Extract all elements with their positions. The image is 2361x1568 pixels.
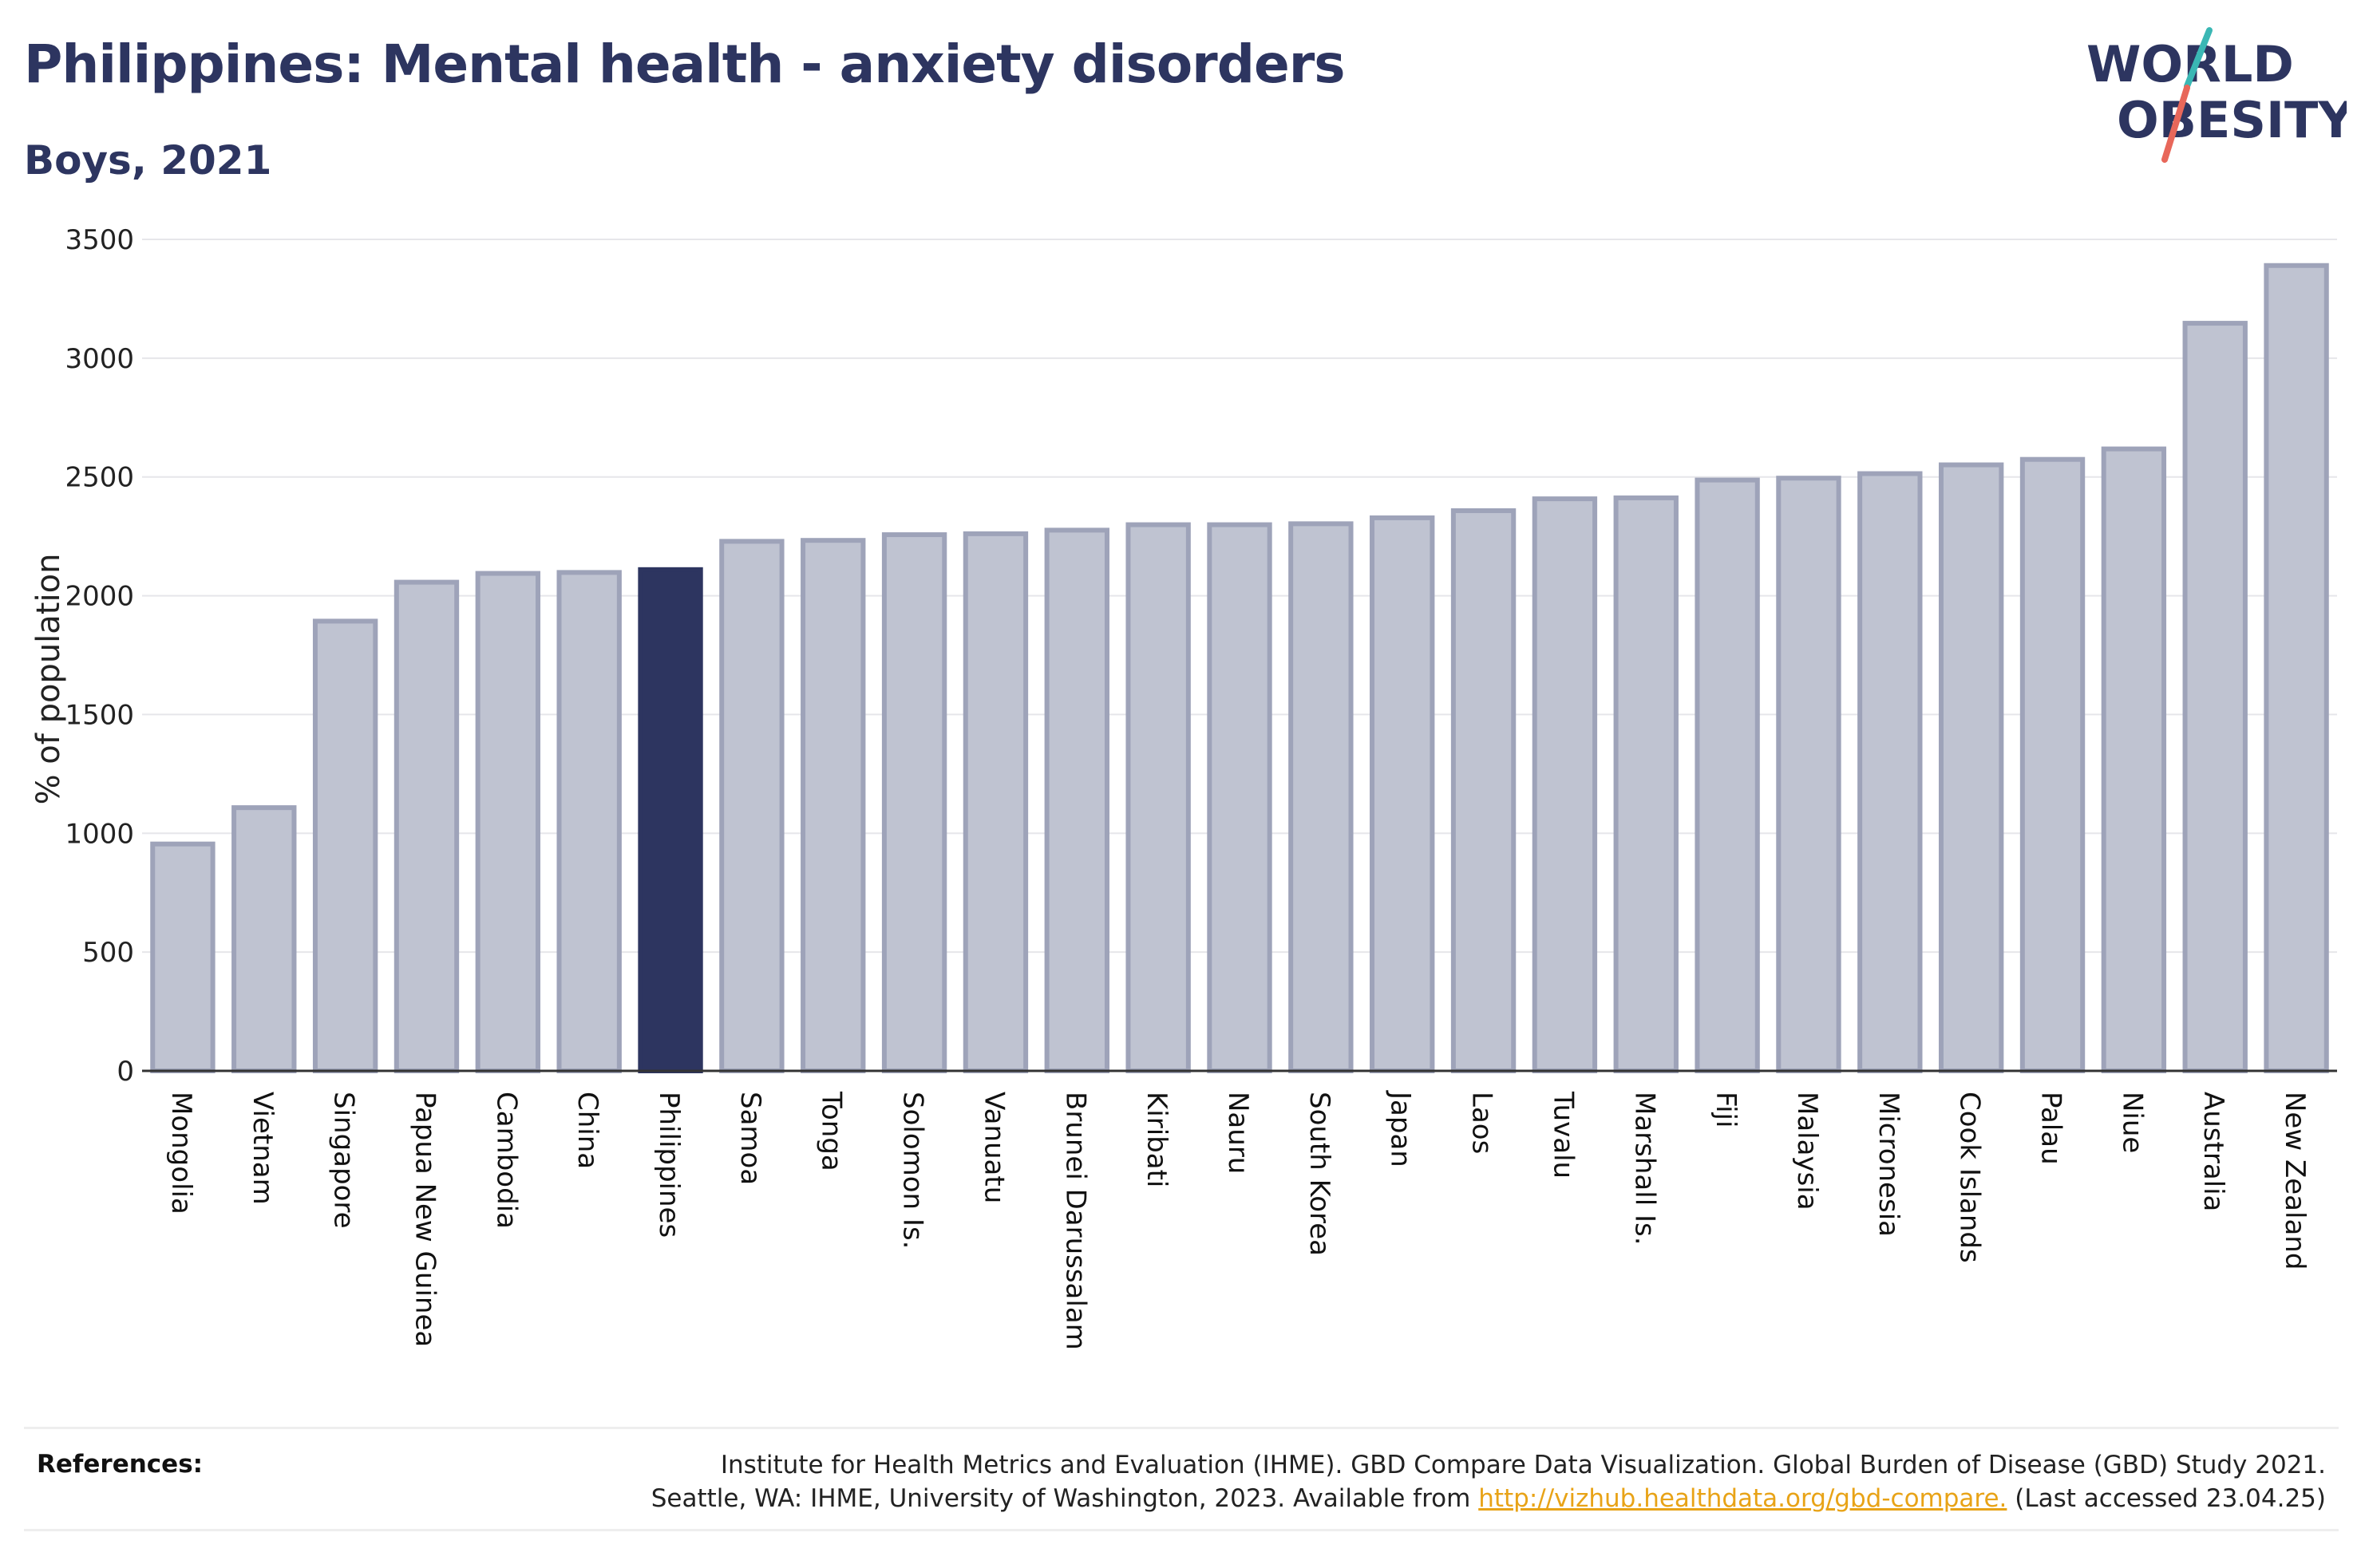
x-tick-label: Laos	[1466, 1092, 1498, 1154]
reference-link[interactable]: http://vizhub.healthdata.org/gbd-compare…	[1478, 1484, 2007, 1513]
x-tick-label: Cook Islands	[1954, 1092, 1986, 1263]
bar-solomon-is-	[881, 532, 947, 1073]
y-tick-label: 3000	[65, 343, 134, 375]
x-tick-label: Tonga	[816, 1091, 848, 1171]
world-obesity-logo: WORLD OBESITY	[2086, 27, 2347, 163]
x-tick-label: Malaysia	[1791, 1092, 1823, 1211]
bar-micronesia	[1857, 471, 1923, 1073]
x-tick-label: Brunei Darussalam	[1059, 1092, 1091, 1350]
logo-slash-coral	[2161, 85, 2190, 163]
bar-cook-islands	[1938, 462, 2004, 1073]
references-box: References: Institute for Health Metrics…	[24, 1427, 2339, 1531]
bar-samoa	[719, 539, 785, 1073]
x-tick-label: Singapore	[328, 1092, 360, 1229]
bar-papua-new-guinea	[394, 579, 460, 1073]
x-tick-label: Philippines	[653, 1092, 685, 1238]
bar-chart: 0 500 1000 1500 2000 2500 3000 3500 Mongolia Viet…	[30, 224, 2337, 1350]
bar-nauru	[1207, 522, 1272, 1073]
bar-tonga	[801, 538, 866, 1073]
bar-brunei-darussalam	[1044, 527, 1109, 1073]
chart-subtitle: Boys, 2021	[24, 137, 272, 184]
bar-vietnam	[231, 805, 297, 1073]
x-tick-label: New Zealand	[2279, 1092, 2311, 1270]
bar-china	[556, 570, 622, 1073]
bar-niue	[2101, 446, 2167, 1073]
reference-line-1: Institute for Health Metrics and Evaluat…	[720, 1451, 2326, 1479]
y-tick-label: 0	[117, 1056, 134, 1088]
references-text: Institute for Health Metrics and Evaluat…	[651, 1448, 2326, 1515]
x-tick-label: Tuvalu	[1547, 1091, 1579, 1179]
logo-word-obesity: OBESITY	[2117, 91, 2347, 149]
x-tick-label: Papua New Guinea	[409, 1092, 441, 1347]
bar-singapore	[312, 618, 378, 1073]
references-label: References:	[37, 1450, 204, 1479]
x-tick-label: Australia	[2197, 1092, 2229, 1211]
x-tick-label: Marshall Is.	[1628, 1092, 1660, 1246]
bar-laos	[1450, 508, 1517, 1073]
x-tick-label: Niue	[2116, 1092, 2148, 1153]
bar-south-korea	[1288, 521, 1354, 1073]
logo-slash-teal	[2184, 27, 2213, 89]
y-tick-label: 1000	[65, 818, 134, 850]
bar-vanuatu	[963, 531, 1029, 1073]
x-tick-label: Micronesia	[1873, 1092, 1904, 1237]
x-tick-label: Cambodia	[490, 1092, 522, 1229]
x-tick-label: Vanuatu	[978, 1092, 1010, 1203]
y-axis-label: % of population	[30, 554, 67, 805]
x-tick-label: China	[571, 1092, 603, 1169]
reference-line-2-prefix: Seattle, WA: IHME, University of Washing…	[651, 1484, 1479, 1513]
x-tick-label: Nauru	[1222, 1092, 1254, 1174]
bar-cambodia	[475, 571, 541, 1073]
x-tick-label: South Korea	[1303, 1092, 1335, 1256]
x-tick-label: Japan	[1385, 1090, 1417, 1167]
reference-line-2: Seattle, WA: IHME, University of Washing…	[651, 1482, 2326, 1515]
y-tick-label: 1500	[65, 699, 134, 731]
bar-mongolia	[150, 841, 216, 1073]
bar-tuvalu	[1532, 496, 1598, 1073]
y-tick-label: 500	[82, 937, 134, 969]
bar-malaysia	[1776, 476, 1841, 1073]
y-tick-label: 2000	[65, 581, 134, 613]
bar-palau	[2019, 456, 2086, 1073]
chart-title: Philippines: Mental health - anxiety dis…	[24, 34, 1346, 95]
bar-australia	[2182, 321, 2248, 1073]
x-tick-label: Solomon Is.	[897, 1092, 929, 1249]
bar-new-zealand	[2264, 263, 2329, 1073]
x-tick-label: Vietnam	[247, 1092, 279, 1205]
reference-line-2-suffix: (Last accessed 23.04.25)	[2007, 1484, 2326, 1513]
x-tick-label: Palau	[2035, 1092, 2067, 1165]
x-tick-label: Mongolia	[165, 1092, 197, 1215]
bar-fiji	[1695, 477, 1760, 1073]
bar-kiribati	[1125, 522, 1191, 1073]
y-tick-label: 2500	[65, 462, 134, 494]
x-tick-label: Kiribati	[1141, 1092, 1173, 1187]
x-tick-label: Samoa	[734, 1092, 766, 1185]
bar-marshall-is-	[1613, 495, 1679, 1073]
x-tick-label: Fiji	[1710, 1092, 1742, 1128]
bar-japan	[1370, 515, 1435, 1073]
y-tick-label: 3500	[65, 224, 134, 256]
bar-philippines	[638, 567, 703, 1073]
